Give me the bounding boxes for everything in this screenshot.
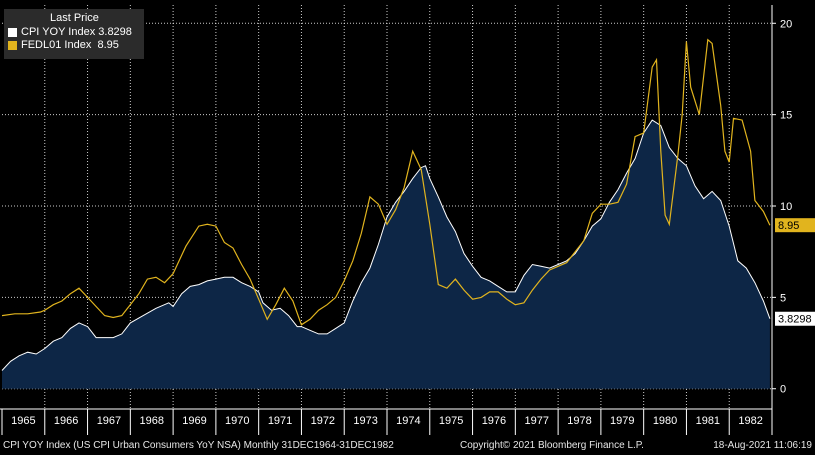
x-tick-label-1966: 1966: [54, 415, 78, 427]
last-value-cpi-box: [775, 311, 815, 326]
y-tick-label-5: 5: [780, 292, 786, 304]
last-value-fed: 8.95: [778, 220, 799, 232]
x-tick-label-1969: 1969: [182, 415, 206, 427]
footer-timestamp: 18-Aug-2021 11:06:19: [713, 440, 812, 451]
footer-source: CPI YOY Index (US CPI Urban Consumers Yo…: [3, 440, 394, 451]
legend: Last Price CPI YOY Index 3.8298 FEDL01 I…: [4, 9, 144, 59]
legend-header: Last Price: [50, 12, 99, 24]
legend-name-cpi: CPI YOY Index: [21, 26, 96, 38]
x-tick-label-1975: 1975: [439, 415, 463, 427]
x-tick-label-1965: 1965: [11, 415, 35, 427]
y-tick-label-0: 0: [780, 384, 786, 396]
axes: [0, 5, 776, 435]
x-tick-label-1973: 1973: [353, 415, 377, 427]
last-value-cpi: 3.8298: [778, 314, 812, 326]
fed-line: [1, 38, 771, 326]
legend-item-cpi: CPI YOY Index 3.8298: [8, 26, 140, 39]
x-tick-label-1970: 1970: [225, 415, 249, 427]
x-tick-label-1972: 1972: [311, 415, 335, 427]
legend-swatch-fed: [8, 41, 17, 50]
x-tick-label-1967: 1967: [97, 415, 121, 427]
x-tick-label-1979: 1979: [610, 415, 634, 427]
cpi-area: [2, 120, 770, 389]
footer: CPI YOY Index (US CPI Urban Consumers Yo…: [0, 437, 815, 455]
x-tick-label-1971: 1971: [268, 415, 292, 427]
legend-swatch-cpi: [8, 28, 17, 37]
footer-copyright: Copyright© 2021 Bloomberg Finance L.P.: [460, 440, 644, 451]
y-tick-label-15: 15: [780, 110, 792, 122]
axis-labels: 0 5 10 15 20 1965 1966 1967 1968 1969 1970 1971 1972…: [11, 18, 815, 427]
legend-value-fed: 8.95: [97, 39, 119, 51]
legend-name-fed: FEDL01 Index: [21, 39, 92, 51]
y-tick-label-20: 20: [780, 18, 792, 30]
cpi-line: [1, 119, 771, 371]
x-tick-label-1981: 1981: [696, 415, 720, 427]
x-tick-label-1982: 1982: [738, 415, 762, 427]
x-tick-label-1977: 1977: [524, 415, 548, 427]
legend-item-fed: FEDL01 Index 8.95: [8, 39, 140, 52]
x-tick-label-1968: 1968: [139, 415, 163, 427]
y-tick-label-10: 10: [780, 201, 792, 213]
x-tick-label-1976: 1976: [482, 415, 506, 427]
x-tick-label-1978: 1978: [567, 415, 591, 427]
x-tick-label-1980: 1980: [653, 415, 677, 427]
last-value-fed-box: [775, 218, 815, 233]
legend-value-cpi: 3.8298: [98, 26, 132, 38]
x-tick-label-1974: 1974: [396, 415, 420, 427]
